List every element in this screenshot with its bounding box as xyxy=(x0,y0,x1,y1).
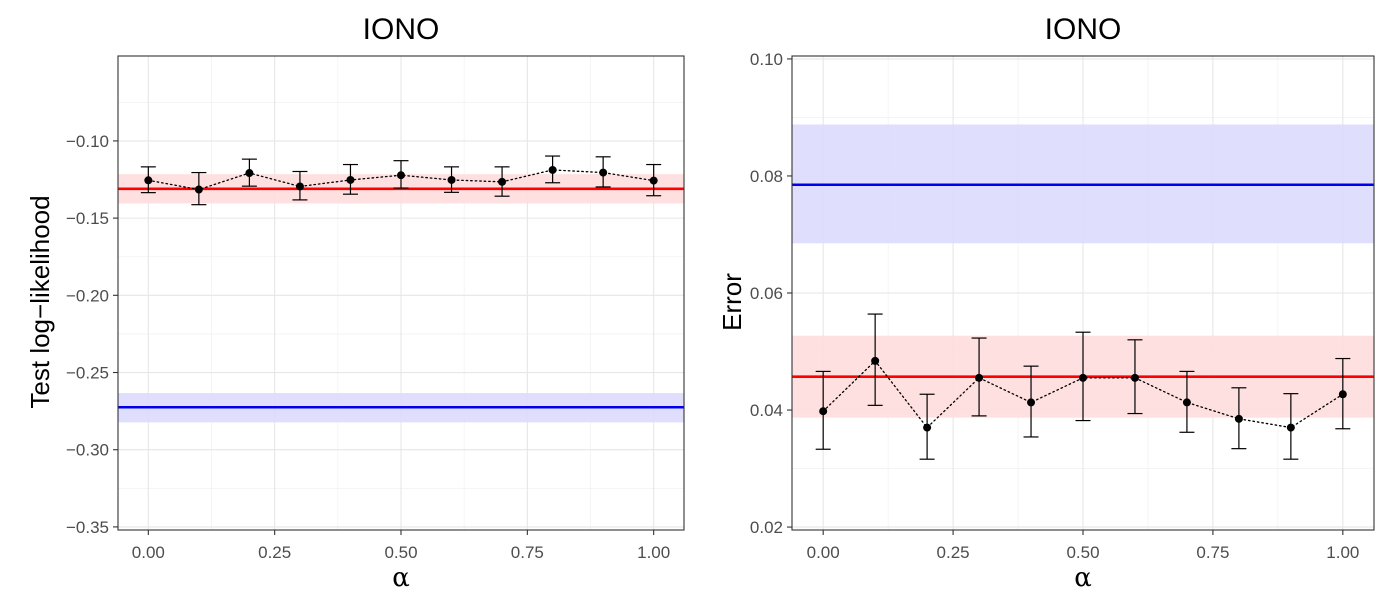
x-tick-label: 0.50 xyxy=(1066,543,1099,562)
axes: 0.00 0.25 0.50 0.75 1.00 −0.35 −0.30 −0.25 −0.20… xyxy=(66,132,670,562)
x-tick-label: 0.25 xyxy=(258,543,291,562)
x-axis-title: α xyxy=(392,563,410,593)
x-axis-title: α xyxy=(1074,563,1092,593)
x-tick-label: 0.75 xyxy=(511,543,544,562)
data-point xyxy=(245,169,254,178)
axes: 0.00 0.25 0.50 0.75 1.00 0.02 0.04 0.06 0.08 0.10 xyxy=(750,50,1359,562)
data-point xyxy=(819,407,828,416)
y-tick-label: −0.10 xyxy=(66,132,109,151)
data-point xyxy=(1130,373,1139,382)
y-tick-label: 0.06 xyxy=(750,284,783,303)
y-tick-label: −0.25 xyxy=(66,364,109,383)
data-point xyxy=(498,177,507,186)
x-tick-label: 0.00 xyxy=(807,543,840,562)
data-point xyxy=(346,175,355,184)
y-tick-label: −0.20 xyxy=(66,286,109,305)
y-tick-label: −0.30 xyxy=(66,441,109,460)
data-point xyxy=(1234,414,1243,423)
data-point xyxy=(1079,373,1087,382)
y-tick-label: 0.08 xyxy=(750,167,783,186)
data-point xyxy=(548,165,557,174)
y-tick-label: 0.02 xyxy=(750,518,783,537)
data-point xyxy=(1286,423,1295,432)
y-axis-title: Error xyxy=(717,273,747,331)
chart-title: IONO xyxy=(1045,13,1122,46)
data-point xyxy=(194,185,203,194)
series-1 xyxy=(140,155,662,206)
y-tick-label: 0.10 xyxy=(750,50,783,69)
x-tick-label: 0.25 xyxy=(937,543,970,562)
data-point xyxy=(397,171,405,180)
x-tick-label: 1.00 xyxy=(637,543,670,562)
x-tick-label: 0.00 xyxy=(132,543,165,562)
data-point xyxy=(1027,398,1036,407)
data-point xyxy=(1338,390,1347,399)
data-point xyxy=(923,423,932,432)
chart-title: IONO xyxy=(363,13,440,46)
data-point xyxy=(649,176,658,185)
panel-2: 0.00 0.25 0.50 0.75 1.00 0.02 0.04 0.06 0.08 0.10… xyxy=(717,13,1375,593)
data-point xyxy=(975,373,984,382)
y-tick-label: −0.35 xyxy=(66,518,109,537)
series-1 xyxy=(815,313,1351,460)
y-tick-label: −0.15 xyxy=(66,209,109,228)
data-point xyxy=(599,168,608,177)
data-point xyxy=(871,356,880,365)
data-point xyxy=(295,182,304,191)
x-tick-label: 1.00 xyxy=(1326,543,1359,562)
y-axis-title: Test log−likelihood xyxy=(25,195,55,408)
x-tick-label: 0.50 xyxy=(384,543,417,562)
data-point xyxy=(1182,398,1191,407)
panel-1: 0.00 0.25 0.50 0.75 1.00 −0.35 −0.30 −0.25 −0.20… xyxy=(25,13,685,593)
data-point xyxy=(144,176,153,185)
y-tick-label: 0.04 xyxy=(750,401,783,420)
x-tick-label: 0.75 xyxy=(1196,543,1229,562)
data-point xyxy=(447,175,456,184)
